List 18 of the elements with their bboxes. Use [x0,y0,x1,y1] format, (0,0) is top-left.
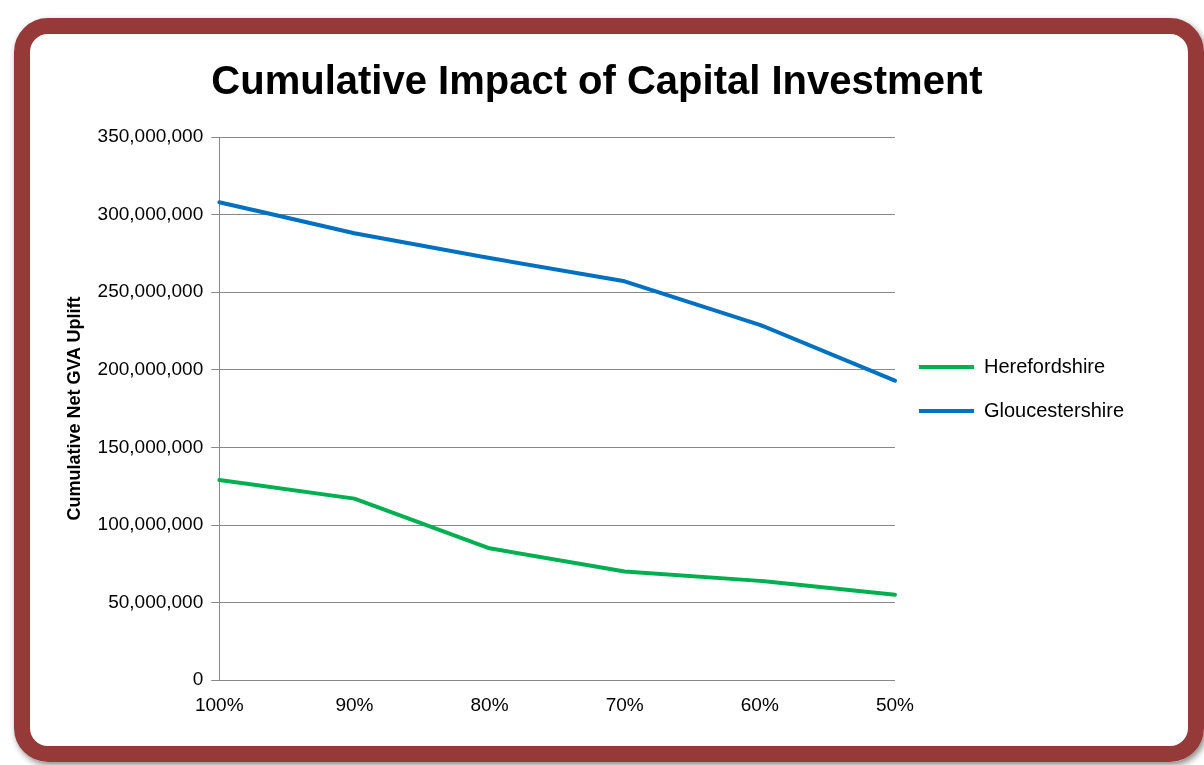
y-tick-label: 250,000,000 [97,280,204,302]
x-tick-label: 100% [194,693,244,715]
y-tick-label: 150,000,000 [97,435,204,457]
x-tick-label: 60% [740,693,779,715]
y-tick-label: 350,000,000 [97,125,204,147]
legend-label: Herefordshire [983,354,1106,377]
x-tick-label: 70% [605,693,644,715]
x-tick-label: 80% [470,693,509,715]
y-axis-title: Cumulative Net GVA Uplift [63,296,84,521]
y-tick-label: 200,000,000 [97,358,204,380]
x-tick-label: 90% [335,693,374,715]
y-tick-label: 50,000,000 [108,590,204,612]
legend-label: Gloucestershire [983,398,1124,421]
y-tick-label: 0 [192,668,204,690]
x-tick-label: 50% [875,693,915,715]
y-tick-label: 300,000,000 [97,202,204,224]
y-tick-label: 100,000,000 [97,513,204,535]
chart-title: Cumulative Impact of Capital Investment [211,58,983,103]
